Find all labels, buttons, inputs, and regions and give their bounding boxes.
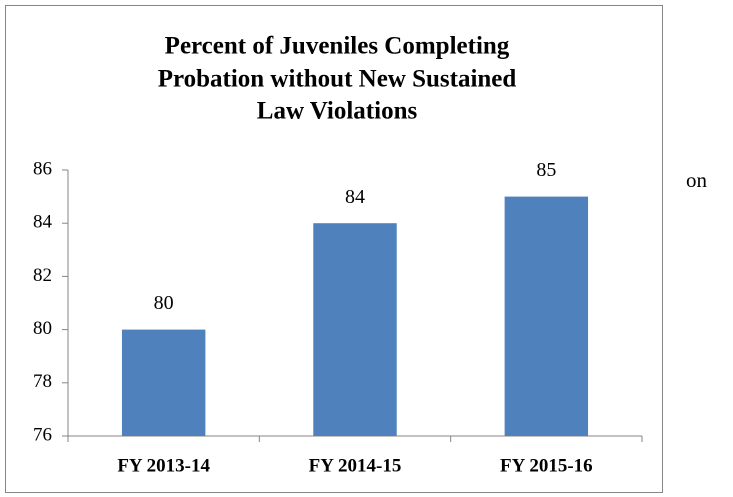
y-tick-label: 76 [33, 424, 52, 445]
y-tick-label: 78 [33, 371, 52, 392]
value-label: 85 [536, 159, 556, 181]
chart-title: Percent of Juveniles Completing [165, 33, 510, 60]
chart-title: Law Violations [257, 98, 418, 125]
y-tick-label: 84 [33, 212, 53, 233]
chart-title: Probation without New Sustained [158, 66, 517, 93]
x-tick-label: FY 2013-14 [117, 455, 210, 476]
bar [121, 329, 206, 436]
value-label: 84 [345, 186, 365, 208]
x-tick-label: FY 2014-15 [309, 455, 402, 476]
y-tick-label: 82 [33, 265, 52, 286]
y-tick-label: 80 [33, 318, 52, 339]
bar [313, 223, 397, 436]
side-text: on [686, 168, 708, 192]
bar [504, 196, 589, 436]
x-tick-label: FY 2015-16 [500, 455, 593, 476]
y-tick-label: 86 [33, 158, 52, 179]
value-label: 80 [154, 292, 174, 314]
